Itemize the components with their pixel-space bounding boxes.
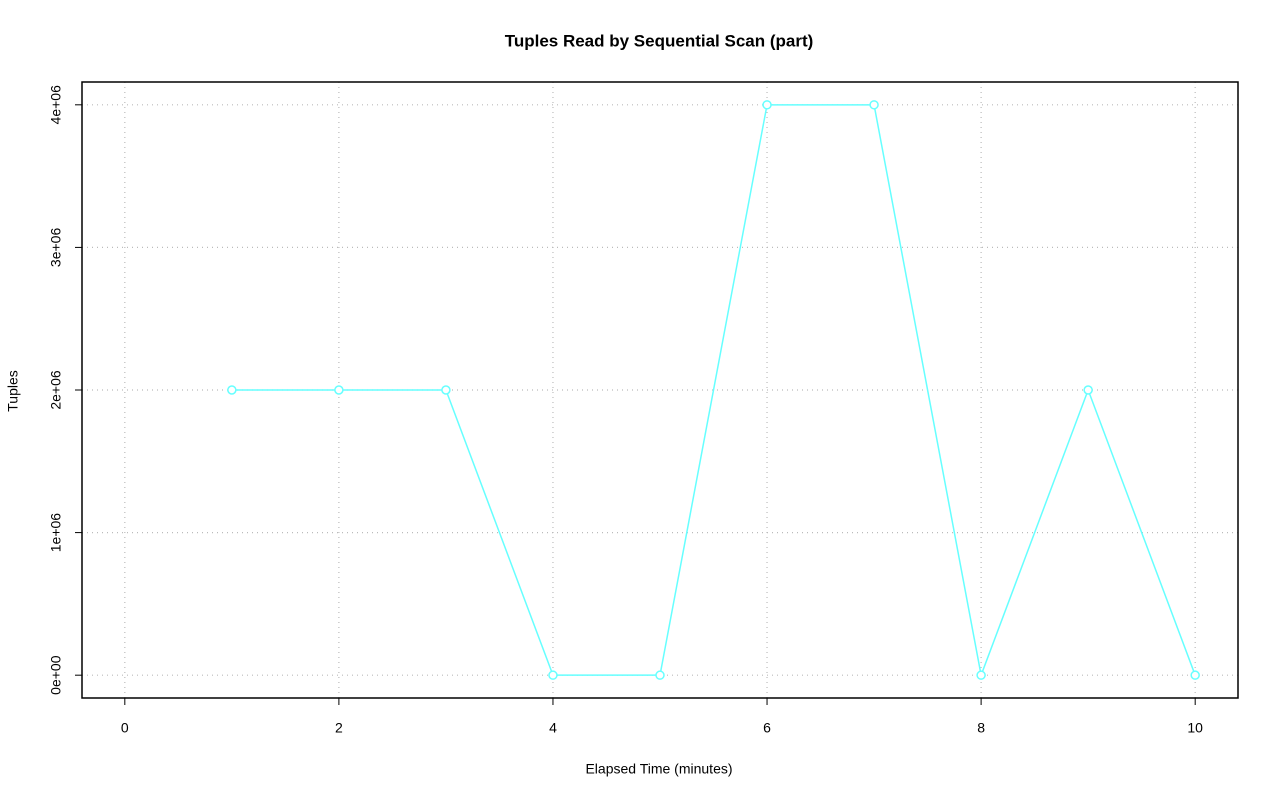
point: [655, 670, 665, 680]
x-axis-label: Elapsed Time (minutes): [585, 761, 732, 777]
y-tick-label: 4e+06: [48, 85, 64, 125]
point: [869, 100, 879, 110]
point: [334, 385, 344, 395]
y-tick-label: 3e+06: [48, 228, 64, 268]
x-tick-label: 10: [1187, 720, 1203, 736]
x-tick-label: 6: [763, 720, 771, 736]
x-tick-label: 2: [335, 720, 343, 736]
y-axis-label: Tuples: [5, 370, 21, 412]
point: [976, 670, 986, 680]
chart-title: Tuples Read by Sequential Scan (part): [505, 31, 814, 50]
x-tick-label: 8: [977, 720, 985, 736]
x-tick-label: 0: [121, 720, 129, 736]
x-tick-label: 4: [549, 720, 557, 736]
y-tick-label: 1e+06: [48, 513, 64, 553]
point: [762, 100, 772, 110]
point: [227, 385, 237, 395]
y-tick-label: 2e+06: [48, 370, 64, 410]
series-line: [231, 104, 1196, 678]
point: [548, 670, 558, 680]
y-tick-label: 0e+00: [48, 655, 64, 695]
plot-frame: [81, 81, 1239, 699]
point: [1190, 670, 1200, 680]
point: [441, 385, 451, 395]
point: [1083, 385, 1093, 395]
